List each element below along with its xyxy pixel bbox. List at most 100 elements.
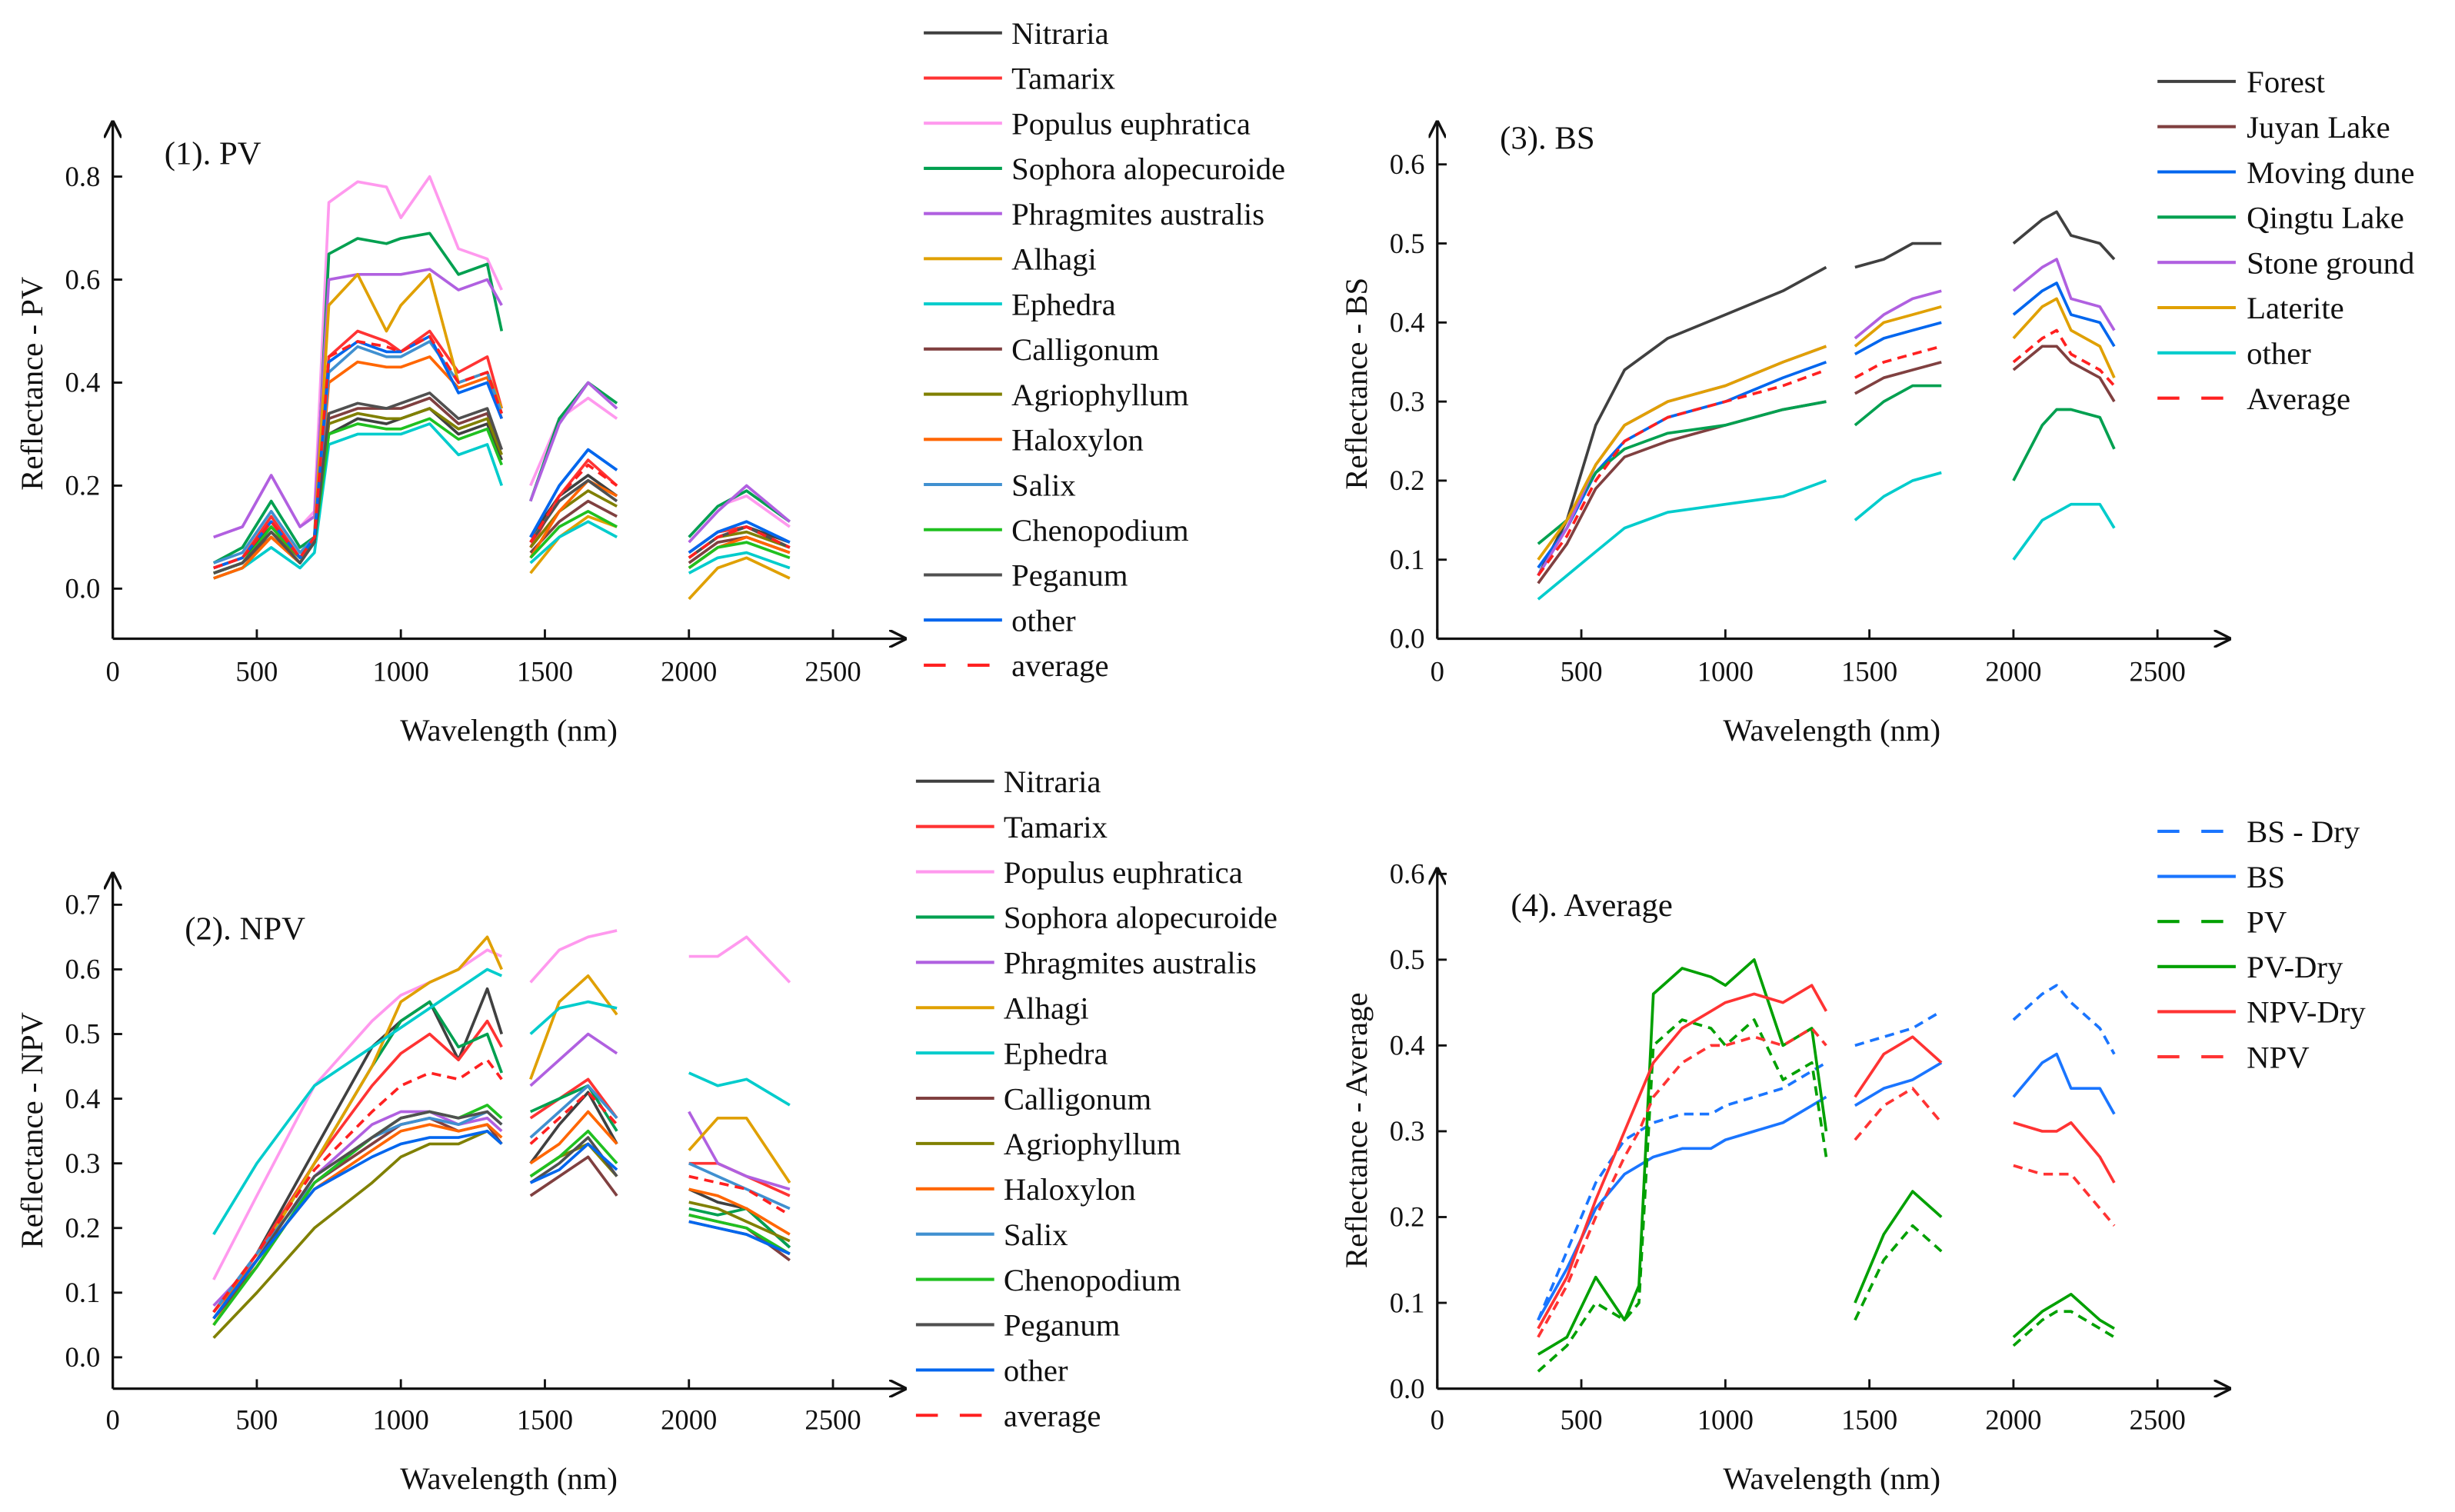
x-tick-label: 1500	[1841, 655, 1897, 687]
series-line	[212, 1129, 503, 1320]
y-tick-label: 0.6	[65, 954, 101, 985]
legend-label: Haloxylon	[1004, 1172, 1136, 1207]
series-line	[1537, 345, 1827, 561]
series-line	[529, 974, 618, 1080]
series-line	[2013, 1121, 2116, 1184]
panel-npv: (2). NPV Wavelength (nm) Reflectance - N…	[15, 911, 618, 1496]
y-tick-label: 0.0	[1390, 623, 1425, 654]
legend-label: Tamarix	[1011, 62, 1115, 96]
x-tick-label: 2500	[2130, 655, 2186, 687]
legend-label: Juyan Lake	[2247, 110, 2390, 145]
series-line	[529, 381, 618, 502]
series-line	[1537, 265, 1827, 577]
series-line	[688, 1161, 791, 1197]
x-axis-label: Wavelength (nm)	[1723, 713, 1940, 748]
series-line	[212, 967, 503, 1236]
y-axis-label: Reflectance - BS	[1339, 278, 1374, 490]
y-axis-label: Reflectance - Average	[1339, 992, 1374, 1268]
series-line	[688, 1174, 791, 1217]
series-line	[1854, 1224, 1943, 1321]
legend-label: Phragmites australis	[1004, 946, 1257, 981]
series-line	[2012, 1052, 2116, 1115]
series-line	[2012, 984, 2116, 1055]
series-line	[688, 520, 791, 555]
series-line	[212, 1110, 503, 1314]
series-line	[2012, 328, 2116, 387]
series-line	[1854, 321, 1942, 356]
series-average	[212, 1058, 791, 1314]
series-ephedra	[213, 422, 791, 580]
series-line	[1854, 361, 1942, 395]
y-tick-label: 0.3	[1390, 1115, 1425, 1147]
legend-label: Sophora alopecuroide	[1004, 901, 1277, 935]
series-line	[688, 1201, 791, 1243]
series-ephedra	[212, 967, 791, 1236]
y-tick-label: 0.6	[1390, 858, 1425, 889]
chart-1: 0 500 1000 1500 2000 2500 0.0 0.1 0.2 0.3 0.4 0.5 0.…	[65, 764, 1277, 1435]
legend-label: NPV-Dry	[2247, 995, 2366, 1030]
series-npv-dry	[1537, 984, 2116, 1330]
y-tick-label: 0.0	[65, 573, 101, 604]
legend-label: Nitraria	[1004, 764, 1101, 799]
series-line	[213, 422, 504, 580]
x-tick-label: 2500	[2130, 1404, 2186, 1436]
series-line	[213, 340, 504, 565]
series-sophora-alopecuroide	[212, 1000, 791, 1320]
series-line	[529, 1155, 618, 1197]
series-line	[2013, 1164, 2116, 1227]
series-populus-euphratica	[212, 929, 791, 1281]
legend-label: Laterite	[2247, 291, 2344, 325]
x-tick-label: 0	[1431, 655, 1444, 687]
legend-label: Ephedra	[1011, 287, 1116, 321]
x-tick-label: 1000	[1697, 1404, 1754, 1436]
series-line	[1854, 289, 1942, 340]
x-tick-label: 2500	[804, 1404, 861, 1436]
series-line	[529, 929, 618, 984]
series-line	[212, 1129, 503, 1339]
series-line	[212, 948, 503, 1281]
panel-bs: (3). BS Wavelength (nm) Reflectance - BS	[1339, 120, 1940, 747]
series-line	[688, 1207, 791, 1249]
legend-label: Sophora alopecuroide	[1011, 152, 1285, 186]
series-line	[529, 1142, 618, 1184]
panel-title: (4). Average	[1511, 888, 1672, 924]
series-line	[212, 231, 504, 565]
legend-label: Tamarix	[1004, 810, 1108, 844]
series-nitraria	[212, 987, 791, 1314]
series-average	[213, 335, 791, 570]
series-line	[529, 489, 618, 548]
x-tick-label: 500	[235, 1404, 278, 1436]
series-other	[1537, 471, 2116, 601]
legend-label: Agriophyllum	[1004, 1127, 1181, 1161]
series-pv	[1537, 1018, 2115, 1373]
y-tick-label: 0.2	[65, 1212, 101, 1244]
series-line	[688, 1117, 791, 1184]
series-line	[1537, 1027, 1827, 1338]
legend-label: other	[2247, 336, 2311, 371]
series-line	[529, 478, 618, 544]
series-line	[213, 355, 504, 580]
legend-label: Stone ground	[2247, 245, 2414, 280]
legend-label: Forest	[2247, 65, 2325, 99]
y-tick-label: 0.3	[65, 1147, 101, 1179]
series-line	[529, 1000, 618, 1035]
x-axis-label: Wavelength (nm)	[400, 1461, 618, 1496]
y-tick-label: 0.2	[1390, 1201, 1425, 1233]
series-line	[2012, 258, 2116, 331]
x-tick-label: 500	[1561, 1404, 1603, 1436]
series-line	[688, 1214, 791, 1255]
x-axis-label: Wavelength (nm)	[400, 713, 618, 748]
legend-label: Nitraria	[1011, 16, 1109, 51]
legend-label: Phragmites australis	[1011, 197, 1264, 231]
series-line	[529, 1110, 618, 1165]
series-line	[688, 495, 791, 538]
series-line	[213, 175, 503, 539]
series-line	[212, 1110, 503, 1307]
series-line	[688, 525, 791, 559]
x-tick-label: 2000	[1985, 1404, 2041, 1436]
series-line	[688, 1220, 791, 1255]
y-axis-label: Reflectance - NPV	[15, 1012, 49, 1248]
series-line	[688, 1161, 791, 1211]
series-line	[529, 478, 618, 559]
